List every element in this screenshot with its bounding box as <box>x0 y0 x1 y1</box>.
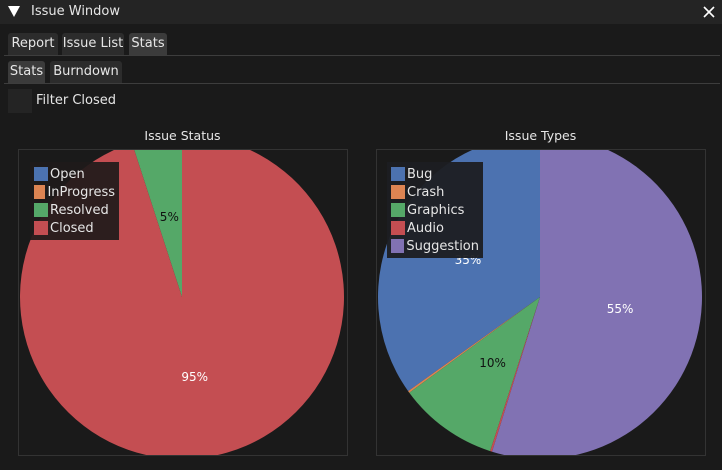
issue-status-title: Issue Status <box>144 128 221 143</box>
issue-types-frame <box>376 149 706 456</box>
pie-slice-crash[interactable] <box>408 297 540 393</box>
issue-types-legend: Bug Crash Graphics Audio Suggestion <box>387 162 483 258</box>
filter-closed-label: Filter Closed <box>36 93 116 108</box>
legend-item-open[interactable]: Open <box>34 165 115 183</box>
pie-slice-graphics[interactable] <box>409 297 540 452</box>
subtab-burndown[interactable]: Burndown <box>50 61 122 83</box>
issue-status-legend: Open InProgress Resolved Closed <box>30 162 119 240</box>
legend-item-bug[interactable]: Bug <box>391 165 479 183</box>
legend-swatch <box>391 239 405 253</box>
legend-item-closed[interactable]: Closed <box>34 219 115 237</box>
pie-slice-resolved[interactable] <box>132 135 182 297</box>
legend-item-inprogress[interactable]: InProgress <box>34 183 115 201</box>
legend-swatch <box>391 185 405 199</box>
slice-label-closed: 95% <box>181 370 208 384</box>
window-title: Issue Window <box>31 4 121 19</box>
tab-divider <box>4 55 720 56</box>
legend-swatch <box>34 221 48 235</box>
legend-swatch <box>391 221 405 235</box>
close-icon[interactable] <box>702 5 716 19</box>
title-bar[interactable]: Issue Window <box>0 0 722 24</box>
slice-label-resolved: 5% <box>159 209 179 224</box>
legend-item-suggestion[interactable]: Suggestion <box>391 237 479 255</box>
pie-slice-suggestion[interactable] <box>492 135 702 459</box>
issue-types-title: Issue Types <box>504 128 577 143</box>
legend-item-audio[interactable]: Audio <box>391 219 479 237</box>
legend-item-resolved[interactable]: Resolved <box>34 201 115 219</box>
subtab-stats[interactable]: Stats <box>8 61 45 83</box>
legend-item-crash[interactable]: Crash <box>391 183 479 201</box>
issue-status-frame <box>18 149 348 456</box>
slice-label-suggestion: 55% <box>606 302 634 317</box>
legend-item-graphics[interactable]: Graphics <box>391 201 479 219</box>
slice-label-graphics: 10% <box>479 355 506 370</box>
tab-issue-list[interactable]: Issue List <box>62 33 124 55</box>
legend-swatch <box>391 203 405 217</box>
legend-swatch <box>34 185 46 199</box>
subtab-divider <box>4 83 720 84</box>
tab-report[interactable]: Report <box>8 33 58 55</box>
legend-swatch <box>391 167 405 181</box>
legend-swatch <box>34 167 48 181</box>
tab-stats[interactable]: Stats <box>129 33 167 55</box>
legend-swatch <box>34 203 48 217</box>
triangle-down-icon[interactable] <box>8 6 20 17</box>
filter-closed-checkbox[interactable] <box>8 89 32 113</box>
pie-slice-audio[interactable] <box>490 297 540 452</box>
